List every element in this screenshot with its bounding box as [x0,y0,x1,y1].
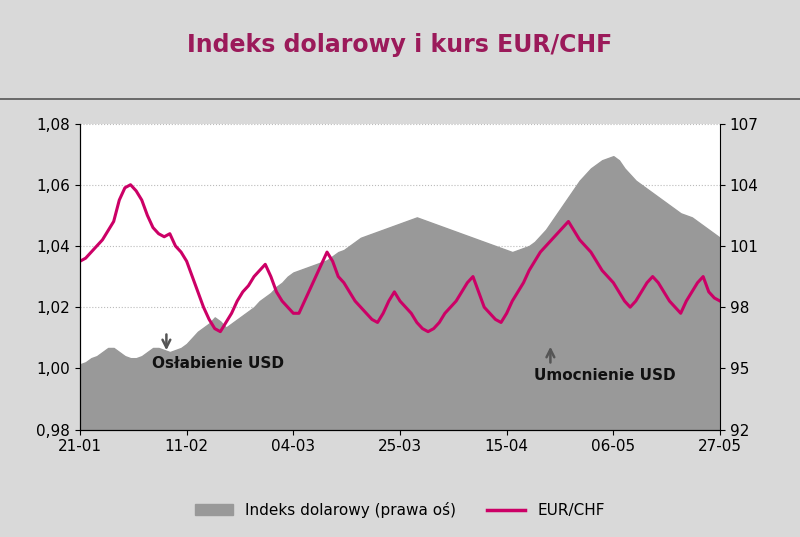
Text: Umocnienie USD: Umocnienie USD [534,368,675,383]
Legend: Indeks dolarowy (prawa oś), EUR/CHF: Indeks dolarowy (prawa oś), EUR/CHF [189,496,611,524]
Text: Osłabienie USD: Osłabienie USD [152,356,284,371]
Text: Indeks dolarowy i kurs EUR/CHF: Indeks dolarowy i kurs EUR/CHF [187,33,613,57]
